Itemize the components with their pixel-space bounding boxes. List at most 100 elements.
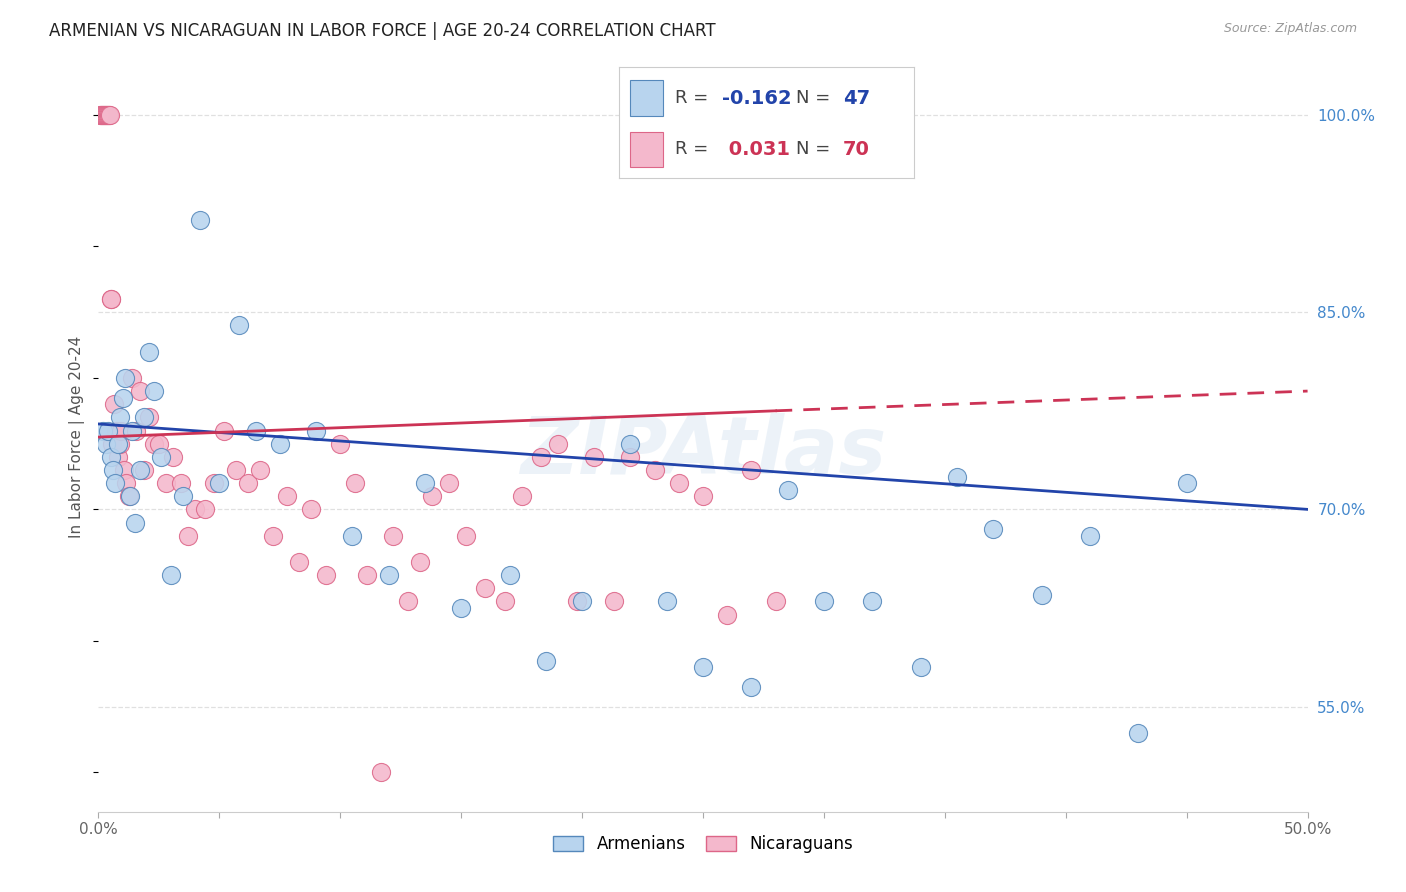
Point — [454, 529, 477, 543]
Point — [194, 502, 217, 516]
Point — [91, 108, 114, 122]
Point — [208, 476, 231, 491]
Point — [98, 108, 121, 122]
Point — [128, 463, 150, 477]
Point — [238, 476, 260, 491]
Point — [981, 522, 1004, 536]
Text: ARMENIAN VS NICARAGUAN IN LABOR FORCE | AGE 20-24 CORRELATION CHART: ARMENIAN VS NICARAGUAN IN LABOR FORCE | … — [49, 22, 716, 40]
Point — [212, 424, 235, 438]
Point — [776, 483, 799, 497]
Point — [1078, 529, 1101, 543]
Point — [134, 463, 156, 477]
Point — [619, 436, 641, 450]
Point — [160, 568, 183, 582]
Point — [100, 292, 122, 306]
Point — [510, 489, 533, 503]
Point — [143, 384, 166, 398]
Point — [619, 450, 641, 464]
Text: N =: N = — [796, 140, 830, 159]
Point — [110, 424, 132, 438]
Point — [107, 436, 129, 450]
Text: ZIPAtlas: ZIPAtlas — [520, 413, 886, 491]
Point — [692, 489, 714, 503]
Point — [134, 410, 156, 425]
Point — [377, 568, 399, 582]
Legend: Armenians, Nicaraguans: Armenians, Nicaraguans — [547, 829, 859, 860]
Point — [740, 680, 762, 694]
Point — [343, 476, 366, 491]
Point — [138, 410, 160, 425]
Point — [602, 594, 624, 608]
Point — [93, 108, 115, 122]
Point — [946, 469, 969, 483]
Text: R =: R = — [675, 140, 709, 159]
Point — [655, 594, 678, 608]
Point — [494, 594, 516, 608]
Point — [100, 292, 122, 306]
Point — [547, 436, 569, 450]
Point — [93, 108, 115, 122]
Point — [668, 476, 690, 491]
Point — [299, 502, 322, 516]
Point — [172, 489, 194, 503]
Point — [94, 436, 117, 450]
Point — [382, 529, 405, 543]
Point — [225, 463, 247, 477]
Point — [474, 581, 496, 595]
Point — [305, 424, 328, 438]
Point — [184, 502, 207, 516]
Point — [228, 318, 250, 333]
Point — [143, 436, 166, 450]
Point — [315, 568, 337, 582]
Point — [262, 529, 284, 543]
Y-axis label: In Labor Force | Age 20-24: In Labor Force | Age 20-24 — [69, 336, 86, 538]
Point — [450, 601, 472, 615]
Point — [104, 424, 127, 438]
Point — [329, 436, 352, 450]
Point — [1128, 726, 1150, 740]
Point — [370, 765, 392, 780]
Point — [118, 489, 141, 503]
Point — [530, 450, 553, 464]
Point — [128, 384, 150, 398]
Point — [396, 594, 419, 608]
Point — [121, 371, 143, 385]
Point — [112, 463, 135, 477]
Point — [644, 463, 666, 477]
Point — [583, 450, 606, 464]
Point — [765, 594, 787, 608]
Point — [108, 436, 131, 450]
Point — [716, 607, 738, 622]
Point — [96, 108, 118, 122]
Bar — [630, 131, 664, 168]
Point — [249, 463, 271, 477]
Point — [813, 594, 835, 608]
Point — [204, 476, 226, 491]
Point — [740, 463, 762, 477]
Point — [94, 108, 117, 122]
Point — [571, 594, 593, 608]
Point — [101, 463, 124, 477]
Point — [108, 410, 131, 425]
Point — [121, 424, 143, 438]
Bar — [630, 80, 664, 116]
Text: 0.031: 0.031 — [723, 140, 790, 159]
Point — [860, 594, 883, 608]
Point — [148, 436, 170, 450]
Point — [498, 568, 520, 582]
Point — [101, 436, 124, 450]
Point — [114, 371, 136, 385]
Point — [534, 654, 557, 668]
Point — [104, 476, 127, 491]
Point — [269, 436, 291, 450]
Point — [125, 424, 148, 438]
Text: 47: 47 — [844, 88, 870, 108]
Point — [162, 450, 184, 464]
Point — [276, 489, 298, 503]
Point — [97, 424, 120, 438]
Point — [413, 476, 436, 491]
Text: N =: N = — [796, 89, 830, 107]
Point — [342, 529, 364, 543]
Point — [100, 450, 122, 464]
Point — [245, 424, 267, 438]
